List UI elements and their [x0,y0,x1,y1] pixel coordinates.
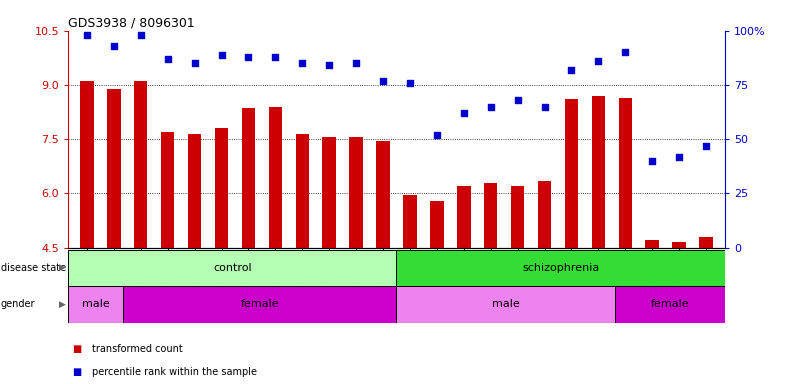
Point [430,132,443,138]
Point [699,142,712,149]
Point [646,158,658,164]
Text: male: male [492,299,520,310]
Text: male: male [82,299,109,310]
Bar [107,89,121,248]
Point [538,104,551,110]
Text: ▶: ▶ [58,300,66,309]
Point [215,51,228,58]
Bar [161,132,175,248]
Bar [565,99,578,248]
Text: disease state: disease state [1,263,66,273]
Text: percentile rank within the sample: percentile rank within the sample [92,367,257,377]
Point [81,32,94,38]
Bar [123,286,396,323]
Text: transformed count: transformed count [92,344,183,354]
Bar [618,98,632,248]
Point [350,60,363,66]
Point [107,43,120,49]
Bar [403,195,417,248]
Bar [396,286,615,323]
Text: gender: gender [1,299,35,310]
Bar [268,107,282,248]
Point [619,49,632,55]
Text: female: female [240,299,279,310]
Bar [376,141,390,248]
Text: ■: ■ [72,367,82,377]
Bar [215,128,228,248]
Bar [188,134,201,248]
Bar [457,186,470,248]
Point [242,54,255,60]
Text: ■: ■ [72,344,82,354]
Text: GDS3938 / 8096301: GDS3938 / 8096301 [68,17,195,30]
Text: schizophrenia: schizophrenia [522,263,599,273]
Bar [296,134,309,248]
Bar [511,186,525,248]
Point [161,56,174,62]
Bar [323,137,336,248]
Point [485,104,497,110]
Text: control: control [213,263,252,273]
Bar [592,96,605,248]
Point [565,67,578,73]
Bar [134,81,147,248]
Point [135,32,147,38]
Bar [349,137,363,248]
Point [296,60,308,66]
Bar [396,250,725,286]
Bar [80,81,94,248]
Point [673,154,686,160]
Point [269,54,282,60]
Text: female: female [651,299,690,310]
Bar [537,181,551,248]
Bar [672,242,686,248]
Bar [484,183,497,248]
Point [457,110,470,116]
Bar [68,250,396,286]
Bar [646,240,659,248]
Point [188,60,201,66]
Bar [242,108,256,248]
Point [511,97,524,103]
Point [404,80,417,86]
Bar [699,237,713,248]
Bar [615,286,725,323]
Bar [430,201,444,248]
Point [592,58,605,64]
Text: ▶: ▶ [58,263,66,272]
Point [376,78,389,84]
Bar [68,286,123,323]
Point [323,62,336,68]
